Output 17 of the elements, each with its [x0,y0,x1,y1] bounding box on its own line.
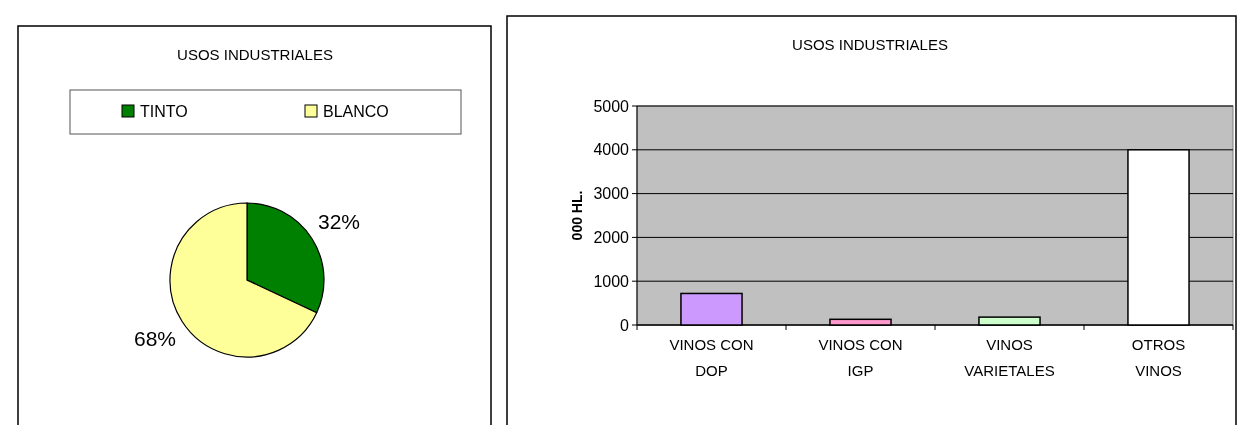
y-tick-label: 5000 [593,97,630,115]
data-label: 68% [133,326,176,350]
y-tick-label: 4000 [593,141,630,159]
legend-label: BLANCO [323,103,389,120]
y-tick-label: 3000 [593,185,630,203]
x-tick-label: OTROS VINOS [1131,336,1186,379]
chart-title: USOS INDUSTRIALES [177,46,333,63]
chart-title: USOS INDUSTRIALES [792,36,948,53]
y-tick-label: 1000 [593,272,630,290]
data-label: 32% [318,210,361,234]
x-tick-label: VINOS CON DOP [669,336,754,379]
x-tick-label: VINOS CON IGP [818,336,903,379]
y-tick-label: 2000 [593,228,630,246]
x-tick-label: VINOS VARIETALES [964,336,1055,379]
y-axis-title: 000 HL. [569,190,585,241]
y-tick-label: 0 [620,316,630,334]
legend-label: TINTO [140,103,188,120]
